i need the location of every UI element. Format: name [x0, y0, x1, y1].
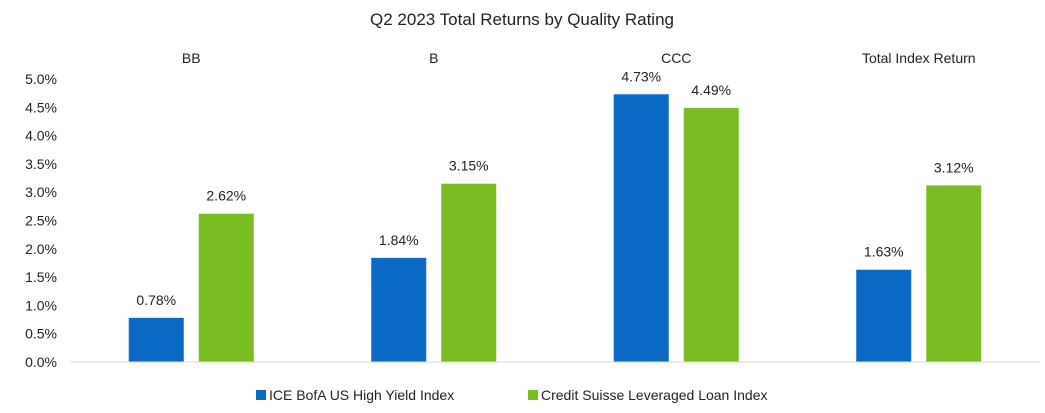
bar-b-series-1	[371, 257, 427, 362]
y-tick-label-6: 3.0%	[25, 184, 57, 200]
y-tick-label-10: 5.0%	[25, 71, 57, 87]
data-label-total-index-return-series-1: 1.63%	[864, 244, 904, 260]
bar-total-index-return-series-1	[856, 269, 912, 362]
y-tick-label-2: 1.0%	[25, 297, 57, 313]
y-axis: 0.0% 0.5% 1.0% 1.5% 2.0% 2.5% 3.0% 3.5% 4.0% 4.5%…	[25, 71, 57, 370]
legend-label-1: ICE BofA US High Yield Index	[269, 387, 454, 403]
data-label-b-series-2: 3.15%	[449, 158, 489, 174]
data-labels: 0.78% 2.62% 1.84% 3.15% 4.73% 4.49% 1.63% 3.12%	[136, 68, 973, 308]
bar-total-index-return-series-2	[926, 185, 982, 362]
y-tick-label-8: 4.0%	[25, 128, 57, 144]
data-label-bb-series-1: 0.78%	[136, 292, 176, 308]
y-tick-label-1: 0.5%	[25, 326, 57, 342]
legend-swatch-2	[528, 390, 538, 400]
legend: ICE BofA US High Yield Index Credit Suiss…	[256, 387, 767, 403]
y-tick-label-4: 2.0%	[25, 241, 57, 257]
y-tick-label-3: 1.5%	[25, 269, 57, 285]
bars	[128, 94, 982, 363]
y-tick-label-9: 4.5%	[25, 99, 57, 115]
data-label-total-index-return-series-2: 3.12%	[934, 159, 974, 175]
legend-swatch-1	[256, 390, 266, 400]
category-labels: BB B CCC Total Index Return	[182, 50, 976, 66]
y-tick-label-0: 0.0%	[25, 354, 57, 370]
y-tick-label-5: 2.5%	[25, 213, 57, 229]
bar-ccc-series-1	[613, 94, 669, 363]
bar-ccc-series-2	[683, 107, 739, 362]
bar-bb-series-1	[128, 317, 184, 362]
bar-bb-series-2	[198, 213, 254, 362]
category-label-total-index-return: Total Index Return	[862, 50, 976, 66]
category-label-ccc: CCC	[661, 50, 691, 66]
chart-title: Q2 2023 Total Returns by Quality Rating	[370, 10, 674, 29]
data-label-bb-series-2: 2.62%	[206, 188, 246, 204]
data-label-ccc-series-2: 4.49%	[691, 82, 731, 98]
data-label-ccc-series-1: 4.73%	[621, 68, 661, 84]
legend-label-2: Credit Suisse Leveraged Loan Index	[541, 387, 767, 403]
category-label-b: B	[429, 50, 438, 66]
y-tick-label-7: 3.5%	[25, 156, 57, 172]
category-label-bb: BB	[182, 50, 201, 66]
bar-b-series-2	[441, 183, 497, 362]
data-label-b-series-1: 1.84%	[379, 232, 419, 248]
